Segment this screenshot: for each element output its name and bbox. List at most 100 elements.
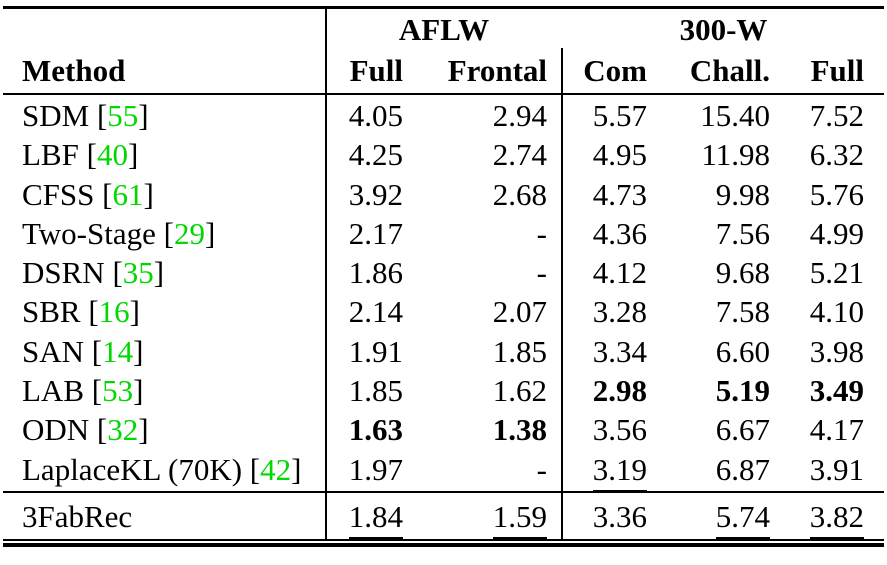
method-name: DSRN [ bbox=[22, 255, 123, 291]
metric-value: 4.12 bbox=[592, 255, 647, 291]
citation-ref[interactable]: 40 bbox=[96, 137, 128, 173]
column-header-300w-full: Full bbox=[810, 53, 864, 88]
table-row: LAB [53] 1.85 1.62 2.98 5.19 3.49 bbox=[3, 371, 884, 410]
table-row: SBR [16] 2.14 2.07 3.28 7.58 4.10 bbox=[3, 292, 884, 331]
results-divider-rule bbox=[3, 491, 884, 493]
table-body: SDM [55] 4.05 2.94 5.57 15.40 7.52 LBF [… bbox=[3, 96, 884, 492]
metric-cell-300w-full: 6.32 bbox=[780, 135, 884, 174]
method-name-suffix: ] bbox=[138, 98, 149, 133]
metric-cell-300w-chall: 6.67 bbox=[657, 410, 780, 449]
method-name: LaplaceKL (70K) [ bbox=[22, 451, 261, 487]
metric-cell-300w-full: 4.99 bbox=[780, 214, 884, 253]
metric-value: 9.98 bbox=[715, 176, 770, 212]
metric-cell-300w-com: 4.95 bbox=[561, 135, 657, 174]
metric-value: 4.99 bbox=[809, 215, 864, 251]
metric-value: 3.98 bbox=[809, 333, 864, 369]
metric-cell-300w-chall: 15.40 bbox=[657, 96, 780, 135]
dataset-column-separator bbox=[561, 48, 563, 539]
metric-cell-aflw-full: 1.97 bbox=[325, 450, 413, 489]
metric-value: - bbox=[536, 215, 547, 251]
method-name-suffix: ] bbox=[291, 451, 302, 487]
citation-ref[interactable]: 42 bbox=[260, 451, 292, 487]
citation-ref[interactable]: 29 bbox=[173, 215, 205, 251]
metric-cell-aflw-full: 1.63 bbox=[325, 410, 413, 449]
table-top-rule bbox=[3, 6, 884, 9]
column-header-300w-chall: Chall. bbox=[689, 53, 770, 88]
method-name: 3FabRec bbox=[22, 499, 133, 534]
method-name-suffix: ] bbox=[204, 215, 216, 251]
header-divider-rule bbox=[3, 93, 884, 95]
citation-ref[interactable]: 32 bbox=[107, 412, 139, 448]
metric-value: 4.36 bbox=[592, 215, 647, 251]
table-bottom-rule-thin bbox=[3, 539, 884, 541]
metric-value: 2.07 bbox=[492, 294, 547, 330]
metric-cell-aflw-frontal: 2.68 bbox=[413, 175, 561, 214]
metric-value: 2.74 bbox=[492, 137, 547, 173]
metric-cell-aflw-full: 1.86 bbox=[325, 253, 413, 292]
metric-value: 7.52 bbox=[809, 98, 864, 133]
metric-value: 1.63 bbox=[348, 412, 403, 448]
method-name: SBR [ bbox=[22, 294, 99, 330]
metric-cell-300w-full: 7.52 bbox=[780, 96, 884, 135]
metric-value: 4.95 bbox=[592, 137, 647, 173]
method-cell: SDM [55] bbox=[3, 96, 325, 135]
metric-value: - bbox=[536, 255, 547, 291]
method-column-separator bbox=[325, 9, 327, 539]
method-name-suffix: ] bbox=[143, 176, 154, 212]
metric-value: - bbox=[536, 451, 547, 487]
table-row: SDM [55] 4.05 2.94 5.57 15.40 7.52 bbox=[3, 96, 884, 135]
metric-value: 6.67 bbox=[715, 412, 770, 448]
metric-cell-aflw-frontal: 1.59 bbox=[413, 494, 561, 539]
metric-value: 3.34 bbox=[592, 333, 647, 369]
metric-value: 1.85 bbox=[348, 373, 403, 409]
metric-cell-300w-chall: 5.19 bbox=[657, 371, 780, 410]
metric-value: 9.68 bbox=[715, 255, 770, 291]
citation-ref[interactable]: 55 bbox=[107, 98, 139, 133]
table-row: Two-Stage [29] 2.17 - 4.36 7.56 4.99 bbox=[3, 214, 884, 253]
method-name: LAB [ bbox=[22, 373, 103, 409]
table-row: ODN [32] 1.63 1.38 3.56 6.67 4.17 bbox=[3, 410, 884, 449]
metric-value: 7.58 bbox=[715, 294, 770, 330]
metric-cell-aflw-frontal: 2.94 bbox=[413, 96, 561, 135]
metric-value: 1.38 bbox=[492, 412, 547, 448]
table-row: LaplaceKL (70K) [42] 1.97 - 3.19 6.87 3.… bbox=[3, 450, 884, 492]
method-cell: Two-Stage [29] bbox=[3, 214, 325, 253]
metric-value: 2.94 bbox=[492, 98, 547, 133]
citation-ref[interactable]: 61 bbox=[112, 176, 144, 212]
metric-value: 4.25 bbox=[348, 137, 403, 173]
column-header-aflw-full: Full bbox=[349, 53, 403, 88]
table-bottom-rule-thick bbox=[3, 543, 884, 547]
citation-ref[interactable]: 16 bbox=[98, 294, 130, 330]
metric-cell-300w-com: 2.98 bbox=[561, 371, 657, 410]
metric-value: 2.98 bbox=[592, 373, 647, 409]
table-row: SAN [14] 1.91 1.85 3.34 6.60 3.98 bbox=[3, 332, 884, 371]
metric-value: 2.17 bbox=[348, 215, 403, 251]
method-name-suffix: ] bbox=[153, 255, 165, 291]
method-name: ODN [ bbox=[22, 412, 108, 448]
metric-value: 3.56 bbox=[592, 412, 647, 448]
group-header-300w: 300-W bbox=[679, 12, 768, 47]
method-cell: 3FabRec bbox=[3, 494, 325, 539]
metric-value: 7.56 bbox=[715, 215, 770, 251]
metric-cell-300w-full: 3.91 bbox=[780, 450, 884, 489]
citation-ref[interactable]: 14 bbox=[102, 333, 134, 369]
metric-cell-300w-com: 3.36 bbox=[561, 494, 657, 539]
metric-value: 11.98 bbox=[701, 137, 770, 173]
metric-value: 1.84 bbox=[348, 499, 403, 539]
metric-value: 5.76 bbox=[809, 176, 864, 212]
citation-ref[interactable]: 53 bbox=[102, 373, 134, 409]
metric-value: 15.40 bbox=[700, 98, 770, 133]
metric-cell-300w-full: 4.17 bbox=[780, 410, 884, 449]
metric-value: 3.49 bbox=[809, 373, 864, 409]
method-name: LBF [ bbox=[22, 137, 97, 173]
method-cell: LaplaceKL (70K) [42] bbox=[3, 450, 325, 489]
metric-value: 1.91 bbox=[348, 333, 403, 369]
metric-cell-aflw-full: 1.91 bbox=[325, 332, 413, 371]
citation-ref[interactable]: 35 bbox=[122, 255, 154, 291]
metric-cell-300w-com: 5.57 bbox=[561, 96, 657, 135]
method-cell: DSRN [35] bbox=[3, 253, 325, 292]
metric-cell-aflw-full: 2.17 bbox=[325, 214, 413, 253]
method-cell: CFSS [61] bbox=[3, 175, 325, 214]
metric-cell-300w-com: 3.19 bbox=[561, 450, 657, 492]
